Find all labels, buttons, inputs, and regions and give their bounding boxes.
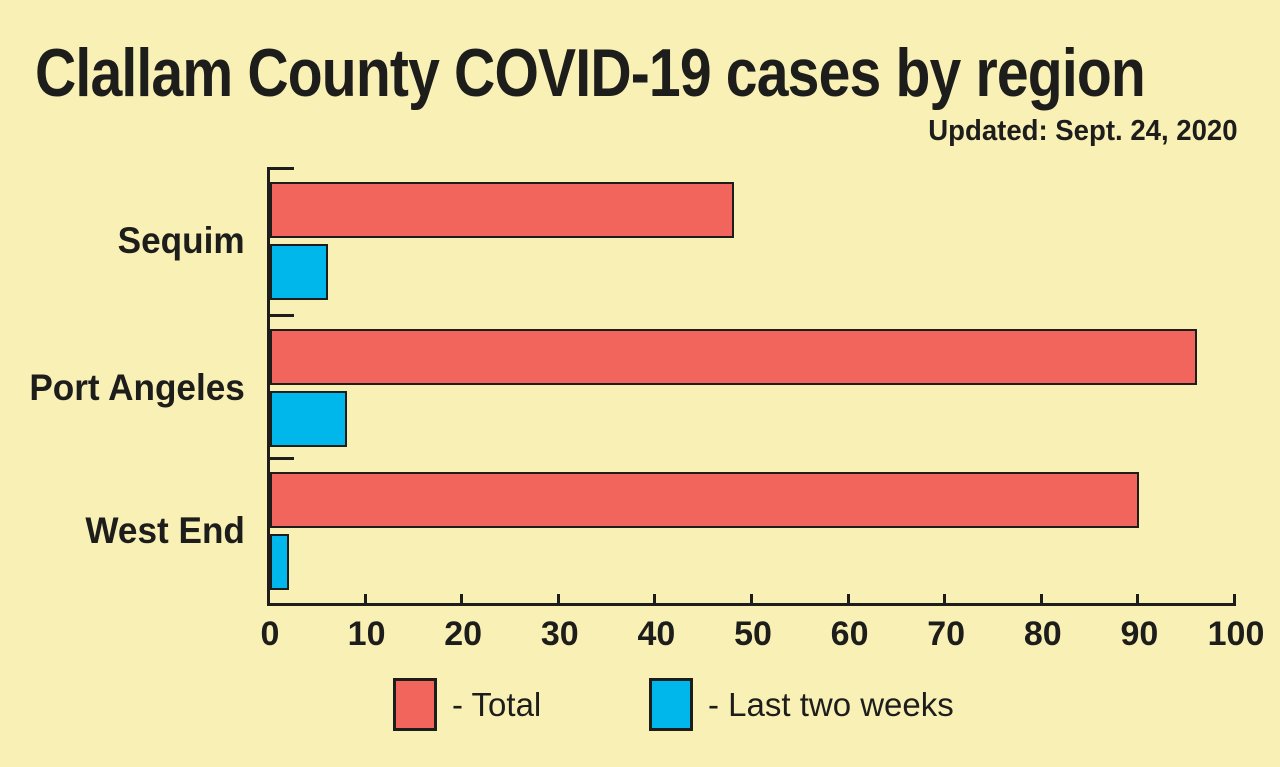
x-axis-tick-10: [363, 594, 367, 603]
x-axis-label-20: 20: [444, 615, 483, 653]
legend-swatch-total: [393, 678, 437, 731]
legend-item-total: - Total: [393, 678, 541, 731]
group-tick-sequim: [270, 167, 294, 170]
bar-last-two-weeks-port-angeles: [270, 391, 347, 447]
x-axis-label-10: 10: [347, 615, 386, 653]
x-axis-tick-50: [750, 594, 753, 603]
x-axis-tick-60: [846, 594, 850, 603]
category-label-sequim: Sequim: [118, 220, 245, 261]
x-axis-label-70: 70: [927, 615, 966, 653]
updated-date: Updated: Sept. 24, 2020: [928, 115, 1238, 147]
bar-last-two-weeks-sequim: [270, 244, 328, 300]
x-axis-tick-40: [653, 594, 657, 603]
x-axis-tick-100: [1233, 594, 1236, 603]
x-axis-tick-70: [943, 594, 947, 603]
x-axis-tick-90: [1136, 594, 1140, 603]
group-tick-west-end: [270, 457, 294, 460]
plot-area: 0 10 20 30 40 50 60 70 80 90 100: [261, 167, 1264, 653]
x-axis-label-40: 40: [637, 615, 676, 653]
bar-total-port-angeles: [270, 329, 1197, 385]
x-axis-label-60: 60: [830, 615, 869, 653]
x-axis-tick-20: [460, 594, 464, 603]
bar-last-two-weeks-west-end: [270, 534, 289, 590]
x-axis-label-100: 100: [1207, 615, 1265, 653]
chart-title: Clallam County COVID-19 cases by region: [35, 35, 1146, 111]
x-axis-tick-80: [1039, 594, 1043, 603]
legend-item-last-two-weeks: - Last two weeks: [649, 678, 954, 731]
x-axis-label-50: 50: [734, 615, 772, 653]
x-axis-label-90: 90: [1120, 615, 1159, 653]
category-label-port-angeles: Port Angeles: [29, 367, 245, 408]
x-axis-label-80: 80: [1023, 615, 1062, 653]
x-axis-label-0: 0: [260, 615, 280, 653]
legend-label-total: - Total: [452, 685, 542, 723]
legend-label-last-two-weeks: - Last two weeks: [708, 685, 954, 723]
group-tick-port-angeles: [270, 314, 294, 317]
x-axis-tick-30: [556, 594, 560, 603]
legend-swatch-last-two-weeks: [649, 678, 693, 731]
x-axis-label-30: 30: [540, 615, 579, 653]
category-label-west-end: West End: [85, 510, 245, 551]
bar-total-sequim: [270, 182, 734, 238]
bar-total-west-end: [270, 472, 1139, 528]
